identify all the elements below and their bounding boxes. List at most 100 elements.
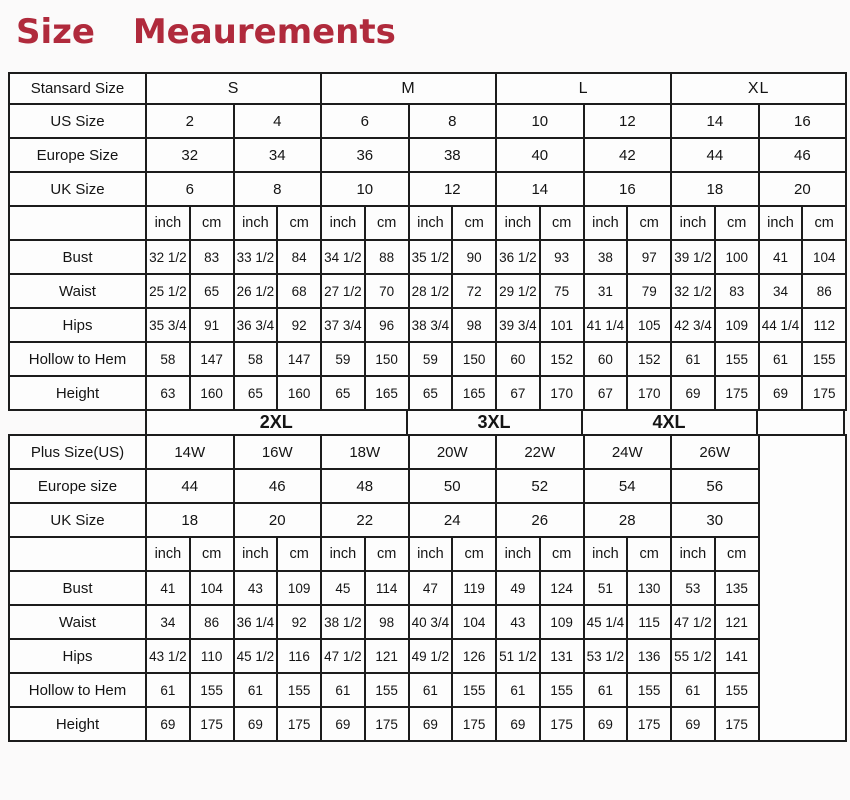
measurement-inch-cell: 67 [495,375,541,411]
row-label: Bust [8,239,147,275]
unit-cm-cell: cm [713,205,760,241]
row-label: Waist [8,273,147,309]
measurement-cm-cell: 131 [538,638,585,674]
size-chart: Stansard Size S M L XL US Size 2 4 6 8 10 12 14 16 Eur… [8,72,848,742]
size-value-cell: 14 [495,171,585,207]
plus-size-value-cell: 24W [582,434,672,470]
unit-inch-cell: inch [495,536,541,572]
measurement-cm-cell: 98 [451,307,498,343]
measurement-inch-cell: 34 [757,273,804,309]
measurement-inch-cell: 69 [582,706,629,742]
unit-inch-cell: inch [232,205,279,241]
measurement-cm-cell: 165 [363,375,410,411]
measurement-row: Height 69 175 69 175 69 175 69 175 69 175 69 175 69 17… [8,706,846,742]
size-value-cell: 26 [495,502,585,538]
unit-inch-cell: inch [145,205,191,241]
measurement-cm-cell: 124 [538,570,585,606]
size-value-cell: 8 [232,171,323,207]
unit-inch-cell: inch [757,205,804,241]
measurement-cm-cell: 109 [713,307,760,343]
measurement-inch-cell: 51 1/2 [495,638,541,674]
unit-cm-cell: cm [538,205,585,241]
band-label-2xl: 2XL [145,409,408,436]
measurement-inch-cell: 61 [495,672,541,708]
size-value-cell: 54 [582,468,672,504]
unit-inch-cell: inch [495,205,541,241]
unit-cm-cell: cm [188,205,235,241]
size-value-cell: 8 [407,103,498,139]
measurement-cm-cell: 155 [451,672,497,708]
measurement-inch-cell: 58 [145,341,191,377]
measurement-inch-cell: 41 [145,570,191,606]
size-value-cell: 50 [407,468,497,504]
measurement-inch-cell: 47 1/2 [320,638,366,674]
measurement-inch-cell: 31 [582,273,629,309]
measurement-inch-cell: 65 [407,375,454,411]
measurement-cm-cell: 155 [626,672,672,708]
unit-inch-cell: inch [582,205,629,241]
measurement-inch-cell: 39 1/2 [670,239,716,275]
measurement-cm-cell: 104 [451,604,497,640]
size-value-cell: 4 [232,103,323,139]
measurement-inch-cell: 45 1/4 [582,604,629,640]
measurement-inch-cell: 47 1/2 [670,604,716,640]
row-label-plus-size-us: Plus Size(US) [8,434,147,470]
row-label: Waist [8,604,147,640]
measurement-inch-cell: 40 3/4 [407,604,454,640]
size-row: UK Size 6 8 10 12 14 16 18 20 [8,171,848,207]
measurement-cm-cell: 119 [451,570,497,606]
plus-size-value-cell: 16W [232,434,322,470]
size-group-header: S [144,72,323,105]
row-label: Europe size [8,468,147,504]
measurement-cm-cell: 165 [451,375,498,411]
unit-row: inch cm inch cm inch cm inch cm inch cm inch cm inch… [8,536,846,572]
measurement-inch-cell: 43 [495,604,541,640]
size-group-header: XL [670,72,848,105]
plus-size-value-cell: 20W [407,434,497,470]
standard-size-table: Stansard Size S M L XL US Size 2 4 6 8 10 12 14 16 Eur… [8,72,848,411]
measurement-cm-cell: 141 [713,638,760,674]
unit-inch-cell: inch [320,205,366,241]
measurement-cm-cell: 90 [451,239,498,275]
size-value-cell: 28 [582,502,672,538]
unit-inch-cell: inch [407,205,454,241]
measurement-row: Hips 43 1/2 110 45 1/2 116 47 1/2 121 49 1/2 126… [8,638,846,674]
measurement-cm-cell: 86 [801,273,848,309]
size-value-cell: 22 [320,502,410,538]
standard-header-row: Stansard Size S M L XL [8,72,848,105]
size-value-cell: 40 [495,137,585,173]
measurement-inch-cell: 69 [320,706,366,742]
plus-size-value-cell: 14W [145,434,235,470]
measurement-inch-cell: 63 [145,375,191,411]
measurement-cm-cell: 155 [188,672,235,708]
unit-cm-cell: cm [538,536,585,572]
measurement-inch-cell: 37 3/4 [320,307,366,343]
measurement-inch-cell: 61 [757,341,804,377]
measurement-inch-cell: 45 1/2 [232,638,279,674]
measurement-cm-cell: 79 [626,273,673,309]
plus-header-row: Plus Size(US) 14W 16W 18W 20W 22W 24W 26W [8,434,847,742]
measurement-cm-cell: 109 [538,604,585,640]
size-value-cell: 2 [145,103,235,139]
measurement-inch-cell: 60 [495,341,541,377]
measurement-cm-cell: 147 [188,341,235,377]
row-label-empty [8,205,147,241]
unit-inch-cell: inch [407,536,454,572]
measurement-inch-cell: 51 [582,570,629,606]
size-value-cell: 30 [670,502,760,538]
measurement-cm-cell: 100 [713,239,760,275]
measurement-inch-cell: 69 [670,375,716,411]
measurement-cm-cell: 101 [538,307,585,343]
size-value-cell: 12 [582,103,673,139]
measurement-cm-cell: 112 [801,307,848,343]
measurement-inch-cell: 35 1/2 [407,239,454,275]
measurement-row: Hollow to Hem 58 147 58 147 59 150 59 150 60 152 60… [8,341,848,377]
measurement-inch-cell: 69 [407,706,454,742]
measurement-cm-cell: 105 [626,307,673,343]
measurement-cm-cell: 104 [188,570,235,606]
size-value-cell: 10 [320,171,410,207]
measurement-inch-cell: 43 1/2 [145,638,191,674]
size-value-cell: 18 [145,502,235,538]
row-label: Bust [8,570,147,606]
size-value-cell: 52 [495,468,585,504]
